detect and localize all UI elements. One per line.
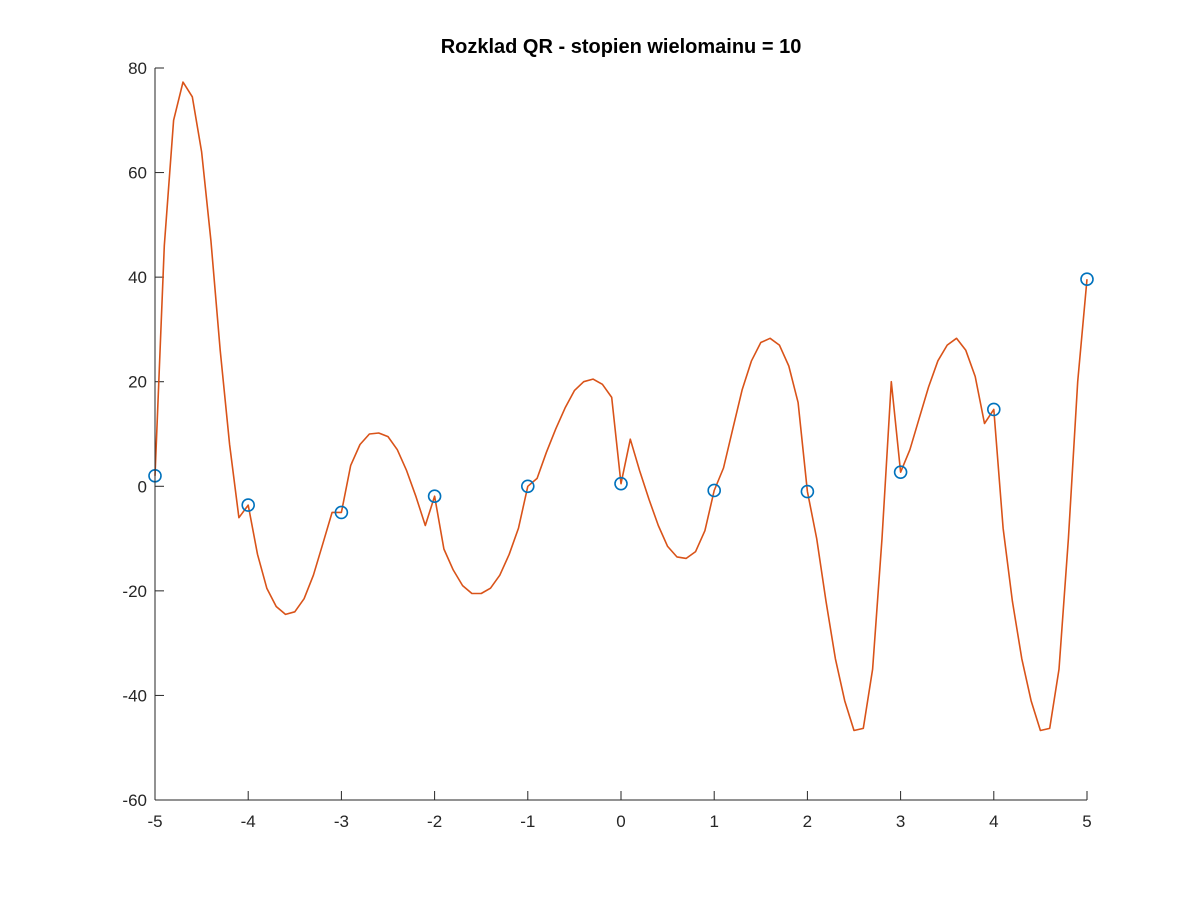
data-point [1080, 272, 1094, 287]
x-tick-label: -1 [520, 812, 535, 831]
y-tick-label: 40 [128, 268, 147, 287]
data-point [800, 484, 815, 499]
data-point [334, 505, 349, 520]
x-tick-label: 5 [1082, 812, 1091, 831]
series-layer [148, 81, 1094, 732]
data-point [520, 479, 535, 494]
plot-area: -5 -4 -3 -2 -1 0 1 2 3 4 5 -60 -40 -20 0 20 40 60 80 [122, 59, 1094, 831]
y-tick-label: 60 [128, 164, 147, 183]
y-tick-label: -60 [122, 791, 147, 810]
y-tick-label: -40 [122, 686, 147, 705]
x-axis: -5 -4 -3 -2 -1 0 1 2 3 4 5 [147, 791, 1092, 831]
x-tick-label: -4 [241, 812, 256, 831]
y-tick-label: 20 [128, 373, 147, 392]
y-axis: -60 -40 -20 0 20 40 60 80 [122, 59, 164, 810]
chart-title: Rozklad QR - stopien wielomainu = 10 [441, 36, 802, 58]
x-tick-label: -5 [147, 812, 162, 831]
x-tick-label: -2 [427, 812, 442, 831]
x-tick-label: 0 [616, 812, 625, 831]
data-point [893, 465, 908, 479]
x-tick-label: 3 [896, 812, 905, 831]
y-tick-label: -20 [122, 582, 147, 601]
data-point [241, 498, 255, 512]
x-tick-label: 2 [803, 812, 812, 831]
y-tick-label: 80 [128, 59, 147, 78]
x-tick-label: 1 [709, 812, 718, 831]
y-tick-label: 0 [138, 477, 147, 496]
data-point [427, 489, 442, 504]
x-tick-label: -3 [334, 812, 349, 831]
data-point [986, 402, 1001, 417]
data-point [614, 476, 628, 491]
x-tick-label: 4 [989, 812, 998, 831]
data-point [707, 483, 722, 498]
fitted-polynomial-line [154, 81, 1088, 732]
